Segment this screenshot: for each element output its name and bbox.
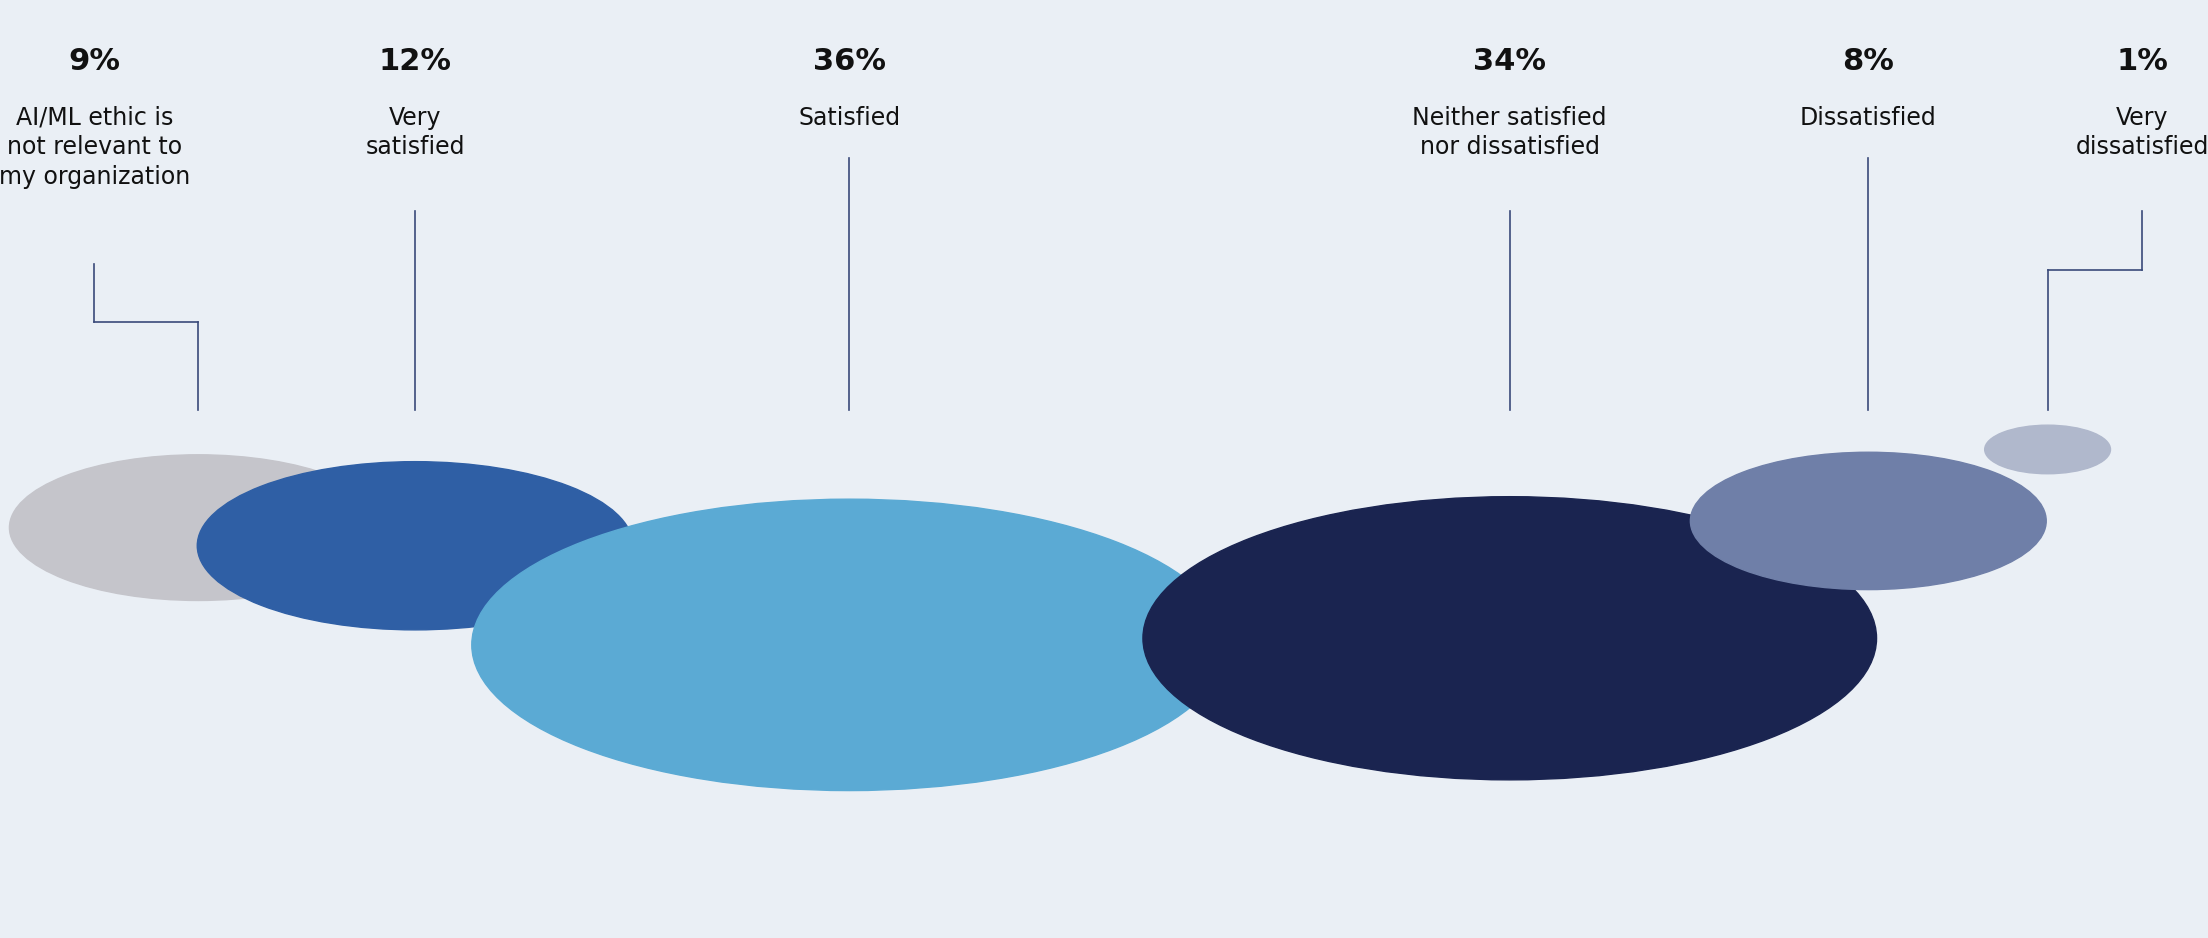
Text: Very
satisfied: Very satisfied bbox=[367, 106, 466, 159]
Ellipse shape bbox=[1144, 497, 1877, 779]
Text: 36%: 36% bbox=[813, 47, 885, 76]
Text: 8%: 8% bbox=[1841, 47, 1894, 76]
Text: 12%: 12% bbox=[380, 47, 453, 76]
Ellipse shape bbox=[197, 461, 634, 630]
Ellipse shape bbox=[1985, 425, 2111, 474]
Ellipse shape bbox=[1691, 452, 2047, 590]
Text: 1%: 1% bbox=[2115, 47, 2168, 76]
Text: Dissatisfied: Dissatisfied bbox=[1800, 106, 1936, 129]
Ellipse shape bbox=[9, 455, 386, 600]
Text: Neither satisfied
nor dissatisfied: Neither satisfied nor dissatisfied bbox=[1413, 106, 1607, 159]
Text: 9%: 9% bbox=[68, 47, 121, 76]
Ellipse shape bbox=[473, 499, 1228, 791]
Text: AI/ML ethic is
not relevant to
my organization: AI/ML ethic is not relevant to my organi… bbox=[0, 106, 190, 189]
Text: Satisfied: Satisfied bbox=[797, 106, 901, 129]
Text: Very
dissatisfied: Very dissatisfied bbox=[2076, 106, 2208, 159]
Text: 34%: 34% bbox=[1473, 47, 1546, 76]
